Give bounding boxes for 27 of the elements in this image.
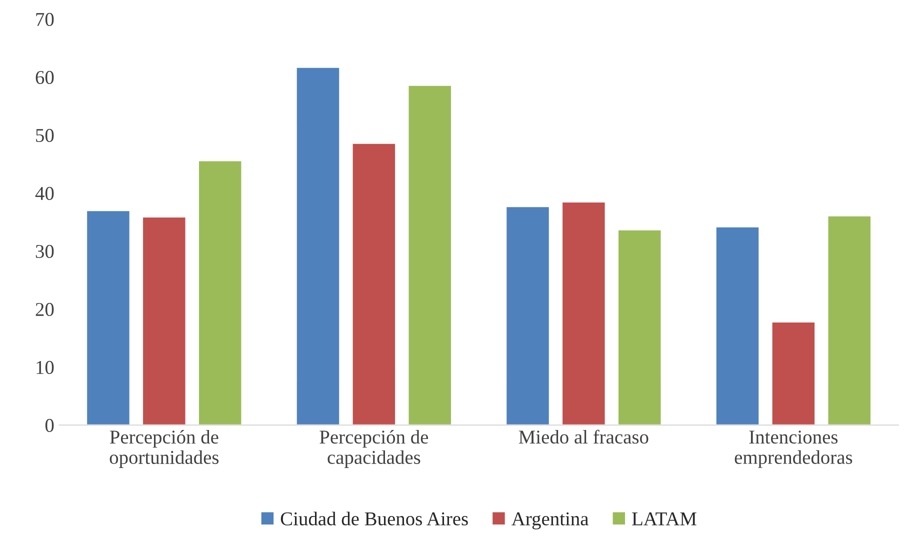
y-tick-label: 40 xyxy=(35,186,54,200)
y-tick-label: 70 xyxy=(36,12,54,26)
legend-label: LATAM xyxy=(632,512,696,526)
bar xyxy=(714,226,760,426)
bar xyxy=(295,66,340,426)
y-tick-label: 30 xyxy=(36,244,54,258)
x-tick-label: Percepción de oportunidades xyxy=(110,430,219,468)
bar xyxy=(351,142,396,426)
x-tick-label: Percepción de capacidades xyxy=(320,430,428,468)
y-tick-label: 60 xyxy=(36,70,54,84)
y-tick-label: 50 xyxy=(36,128,54,142)
bar xyxy=(617,228,662,426)
bar xyxy=(407,84,452,426)
x-tick-label: Intenciones emprendedoras xyxy=(734,430,852,468)
bar xyxy=(86,210,131,426)
bar xyxy=(826,215,872,426)
bar xyxy=(505,206,550,426)
bar xyxy=(561,201,606,426)
y-tick-label: 0 xyxy=(45,418,54,432)
y-tick-label: 10 xyxy=(36,360,54,374)
bar xyxy=(142,216,187,426)
bar xyxy=(198,160,243,426)
legend-label: Argentina xyxy=(512,512,588,530)
y-tick-label: 20 xyxy=(36,302,54,316)
bar xyxy=(770,321,816,426)
legend-label: Ciudad de Buenos Aires xyxy=(280,512,468,526)
x-tick-label: Miedo al fracaso xyxy=(518,430,648,444)
